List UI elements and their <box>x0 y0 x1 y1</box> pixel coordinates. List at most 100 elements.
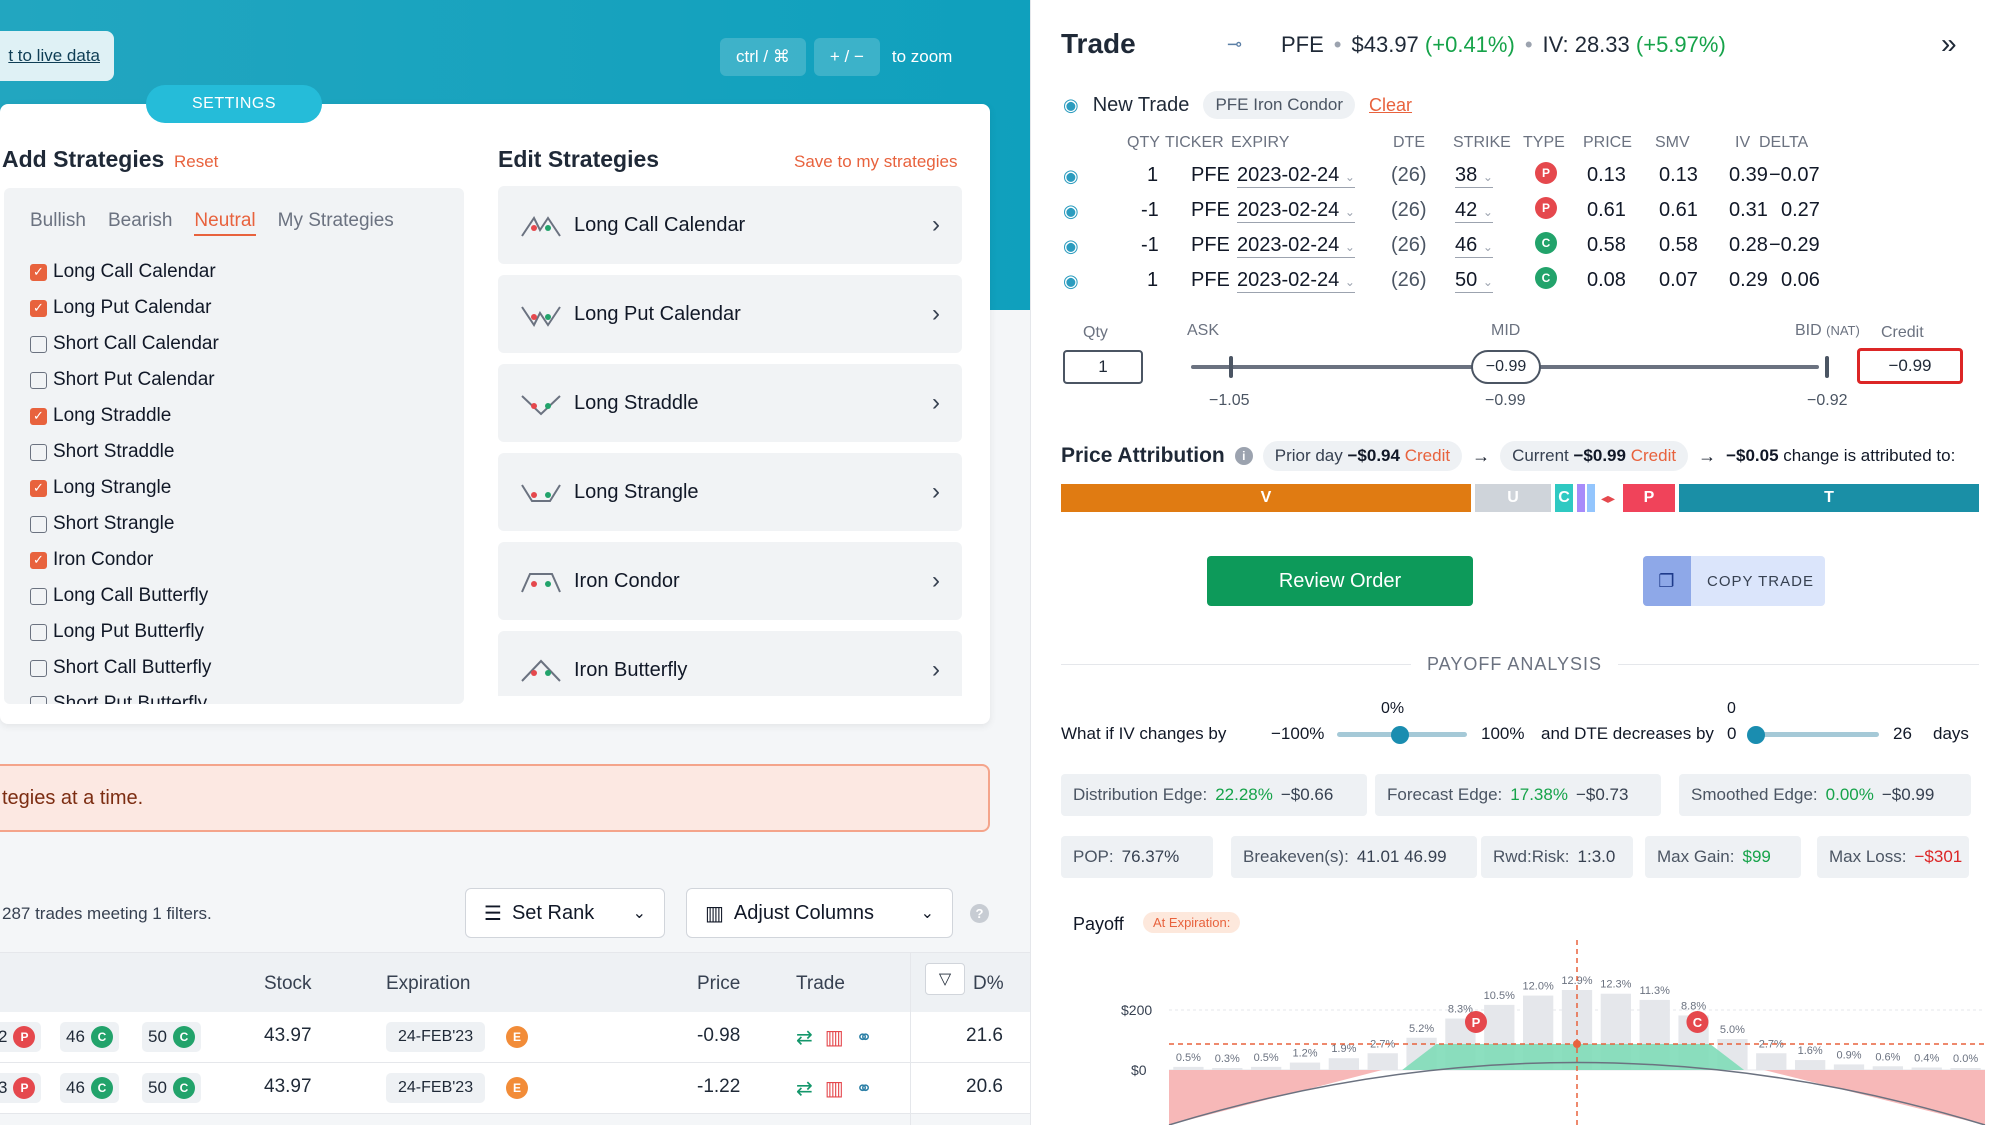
leg-row[interactable]: ◉ -1 PFE 2023-02-24 ⌄ (26) 46 ⌄ C 0.58 0.58 0.28−… <box>1059 230 1979 265</box>
swap-icon[interactable]: ⇄ <box>796 1078 813 1100</box>
reset-button[interactable]: Reset <box>174 152 219 171</box>
filter-icon[interactable]: ▽ <box>925 963 965 995</box>
col-price[interactable]: Price <box>697 973 741 994</box>
checkbox[interactable]: ✓ <box>30 263 47 281</box>
strategy-option[interactable]: Short Call Calendar <box>30 326 219 362</box>
eye-icon[interactable]: ◉ <box>1063 201 1079 221</box>
tab-bearish[interactable]: Bearish <box>107 210 173 231</box>
checkbox[interactable]: ✓ <box>30 479 47 497</box>
copy-trade-button[interactable]: ❐ COPY TRADE <box>1643 556 1825 606</box>
eye-icon[interactable]: ◉ <box>1063 271 1079 291</box>
collapse-panel-icon[interactable]: » <box>1941 28 1957 59</box>
at-expiration-pill[interactable]: At Expiration: <box>1143 912 1241 933</box>
col-d-pct[interactable]: D% <box>973 973 1004 994</box>
attribution-segment-v[interactable]: V <box>1061 484 1471 512</box>
eye-icon[interactable]: ◉ <box>1063 166 1079 186</box>
clear-button[interactable]: Clear <box>1369 94 1413 115</box>
iv-slider-knob[interactable] <box>1391 726 1409 744</box>
col-stock[interactable]: Stock <box>264 973 312 994</box>
table-row[interactable]: 2 P 46 C 50 C 43.97 24-FEB'23 E -0.98 ⇄ ▥ ⚭ 21.6 <box>0 1012 1030 1063</box>
attribution-segment-t[interactable]: T <box>1679 484 1979 512</box>
help-icon[interactable]: ? <box>970 904 989 923</box>
leg-strike-select[interactable]: 46 ⌄ <box>1455 234 1493 258</box>
strategy-option[interactable]: Short Strangle <box>30 506 219 542</box>
checkbox[interactable] <box>30 587 47 605</box>
attribution-segment-u[interactable]: U <box>1475 484 1551 512</box>
leg-strike-select[interactable]: 42 ⌄ <box>1455 199 1493 223</box>
strategy-option[interactable]: Short Call Butterfly <box>30 650 219 686</box>
leg-qty[interactable]: 1 <box>1147 164 1159 186</box>
leg-expiry-select[interactable]: 2023-02-24 ⌄ <box>1237 269 1355 293</box>
checkbox[interactable]: ✓ <box>30 407 47 425</box>
edit-strategy-item[interactable]: Long Straddle › <box>498 364 962 442</box>
checkbox[interactable] <box>30 371 47 389</box>
save-to-my-strategies-link[interactable]: Save to my strategies <box>794 152 958 171</box>
checkbox[interactable] <box>30 335 47 353</box>
chart-icon[interactable]: ▥ <box>824 1078 844 1100</box>
bid-value: −0.92 <box>1807 392 1848 409</box>
review-order-button[interactable]: Review Order <box>1207 556 1473 606</box>
edit-strategy-item[interactable]: Long Put Calendar › <box>498 275 962 353</box>
swap-icon[interactable]: ⇄ <box>796 1027 813 1049</box>
leg-qty[interactable]: -1 <box>1141 199 1159 221</box>
col-expiration[interactable]: Expiration <box>386 973 471 994</box>
checkbox[interactable] <box>30 623 47 641</box>
strategy-option[interactable]: ✓ Long Call Calendar <box>30 254 219 290</box>
checkbox[interactable]: ✓ <box>30 299 47 317</box>
adjust-columns-button[interactable]: ▥ Adjust Columns ⌄ <box>686 888 953 938</box>
strategy-option[interactable]: ✓ Iron Condor <box>30 542 219 578</box>
leg-expiry-select[interactable]: 2023-02-24 ⌄ <box>1237 164 1355 188</box>
leg-row[interactable]: ◉ -1 PFE 2023-02-24 ⌄ (26) 42 ⌄ P 0.61 0.61 0.31 0… <box>1059 195 1979 230</box>
strategy-option[interactable]: ✓ Long Strangle <box>30 470 219 506</box>
qty-stepper[interactable]: 1 <box>1063 350 1143 384</box>
tab-bullish[interactable]: Bullish <box>30 210 86 231</box>
tab-neutral[interactable]: Neutral <box>194 210 256 236</box>
table-row[interactable]: 3 P 46 C 50 C 43.97 24-FEB'23 E -1.22 ⇄ ▥ ⚭ 20.6 <box>0 1063 1030 1114</box>
attribution-segment-c[interactable]: C <box>1555 484 1573 512</box>
leg-strike-select[interactable]: 38 ⌄ <box>1455 164 1493 188</box>
checkbox[interactable] <box>30 443 47 461</box>
info-icon[interactable]: i <box>1234 447 1253 465</box>
leg-price: 0.13 <box>1587 164 1626 186</box>
leg-expiry-select[interactable]: 2023-02-24 ⌄ <box>1237 234 1355 258</box>
checkbox[interactable] <box>30 515 47 533</box>
checkbox[interactable] <box>30 659 47 677</box>
link-icon[interactable]: ⚭ <box>855 1078 873 1100</box>
strategy-option[interactable]: Short Put Calendar <box>30 362 219 398</box>
strategy-option[interactable]: ✓ Long Put Calendar <box>30 290 219 326</box>
strike-marker: P <box>1464 1011 1487 1033</box>
edit-strategy-item[interactable]: Iron Condor › <box>498 542 962 620</box>
dte-slider-knob[interactable] <box>1747 726 1765 744</box>
edit-strategy-item[interactable]: Iron Butterfly › <box>498 631 962 696</box>
edit-strategy-item[interactable]: Long Call Calendar › <box>498 186 962 264</box>
strategy-option[interactable]: ✓ Long Straddle <box>30 398 219 434</box>
eye-icon[interactable]: ◉ <box>1063 236 1079 256</box>
attribution-segment-p[interactable]: P <box>1623 484 1675 512</box>
set-rank-button[interactable]: ☰ Set Rank ⌄ <box>465 888 665 938</box>
tab-my-strategies[interactable]: My Strategies <box>277 210 394 231</box>
checkbox[interactable] <box>30 695 47 704</box>
strategy-option[interactable]: Long Put Butterfly <box>30 614 219 650</box>
col-trade[interactable]: Trade <box>796 973 845 994</box>
price-slider-handle[interactable]: −0.99 <box>1471 350 1541 384</box>
leg-header: DTE <box>1393 134 1425 151</box>
credit-input[interactable]: −0.99 <box>1857 348 1963 384</box>
leg-strike-select[interactable]: 50 ⌄ <box>1455 269 1493 293</box>
chart-icon[interactable]: ▥ <box>824 1027 844 1049</box>
back-to-live-data-link[interactable]: t to live data <box>0 31 114 81</box>
strategy-option[interactable]: Long Call Butterfly <box>30 578 219 614</box>
eye-icon[interactable]: ◉ <box>1063 94 1079 115</box>
leg-qty[interactable]: 1 <box>1147 269 1159 291</box>
dte-slider-track[interactable] <box>1751 732 1879 737</box>
link-icon[interactable]: ⊸ <box>1227 34 1243 54</box>
leg-row[interactable]: ◉ 1 PFE 2023-02-24 ⌄ (26) 50 ⌄ C 0.08 0.07 0.29 0.… <box>1059 265 1979 300</box>
edit-strategy-item[interactable]: Long Strangle › <box>498 453 962 531</box>
checkbox[interactable]: ✓ <box>30 551 47 569</box>
leg-expiry-select[interactable]: 2023-02-24 ⌄ <box>1237 199 1355 223</box>
link-icon[interactable]: ⚭ <box>855 1027 873 1049</box>
leg-qty[interactable]: -1 <box>1141 234 1159 256</box>
strategy-option[interactable]: Short Straddle <box>30 434 219 470</box>
settings-tab[interactable]: SETTINGS <box>146 85 322 123</box>
strategy-option[interactable]: Short Put Butterfly <box>30 686 219 704</box>
leg-row[interactable]: ◉ 1 PFE 2023-02-24 ⌄ (26) 38 ⌄ P 0.13 0.13 0.39 −0… <box>1059 160 1979 195</box>
